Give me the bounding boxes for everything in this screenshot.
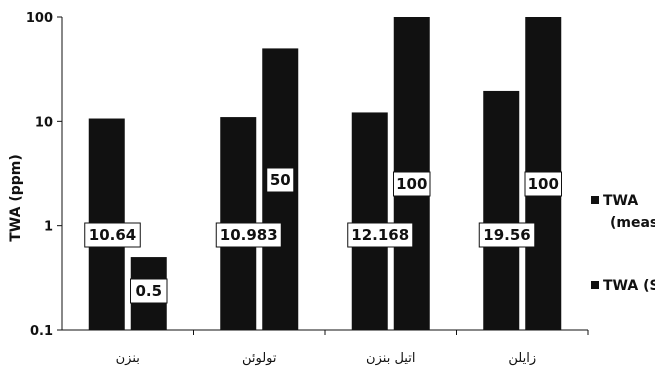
data-label-box — [266, 167, 295, 193]
data-label: 12.168 — [351, 226, 409, 244]
data-label: 19.56 — [483, 226, 530, 244]
legend: TWA (measured) TWA (STD) — [591, 193, 655, 294]
data-label-box — [84, 222, 141, 248]
x-tick-label: زایلن — [508, 351, 536, 366]
legend-label-measured: TWA (measured) — [603, 193, 655, 231]
data-label-box — [215, 222, 282, 248]
data-labels: 10.64 0.5 10.983 50 12.168 100 19.56 100 — [84, 167, 562, 304]
data-label: 50 — [270, 171, 291, 189]
bar-measured — [351, 112, 388, 330]
y-tick-label: 10 — [35, 115, 53, 130]
x-tick-label: تولوئن — [242, 351, 277, 366]
data-label-box — [478, 222, 536, 248]
data-label-box — [347, 222, 414, 248]
data-label-box — [524, 171, 562, 197]
y-axis-label: TWA (ppm) — [8, 154, 24, 242]
tick-labels: 0.1 1 10 100 بنزن تولوئن اتیل بنزن زایلن — [26, 11, 536, 366]
x-tick-label: اتیل بنزن — [366, 351, 415, 366]
data-label-box — [393, 171, 431, 197]
bar-measured — [483, 90, 520, 330]
legend-label-std: TWA (STD) — [603, 278, 655, 294]
x-tick-label: بنزن — [116, 351, 140, 366]
data-label: 10.983 — [220, 226, 278, 244]
legend-label-line: TWA — [603, 193, 638, 209]
y-tick-label: 0.1 — [30, 324, 53, 339]
legend-swatch-std — [591, 281, 599, 289]
y-tick-label: 1 — [44, 220, 53, 235]
legend-swatch-measured — [591, 196, 599, 204]
data-label: 0.5 — [135, 282, 162, 300]
legend-label-line: (measured) — [610, 215, 655, 231]
data-label: 100 — [396, 175, 427, 193]
data-label-box — [130, 278, 168, 304]
data-label: 100 — [528, 175, 559, 193]
data-label: 10.64 — [89, 226, 136, 244]
y-tick-label: 100 — [26, 11, 53, 26]
